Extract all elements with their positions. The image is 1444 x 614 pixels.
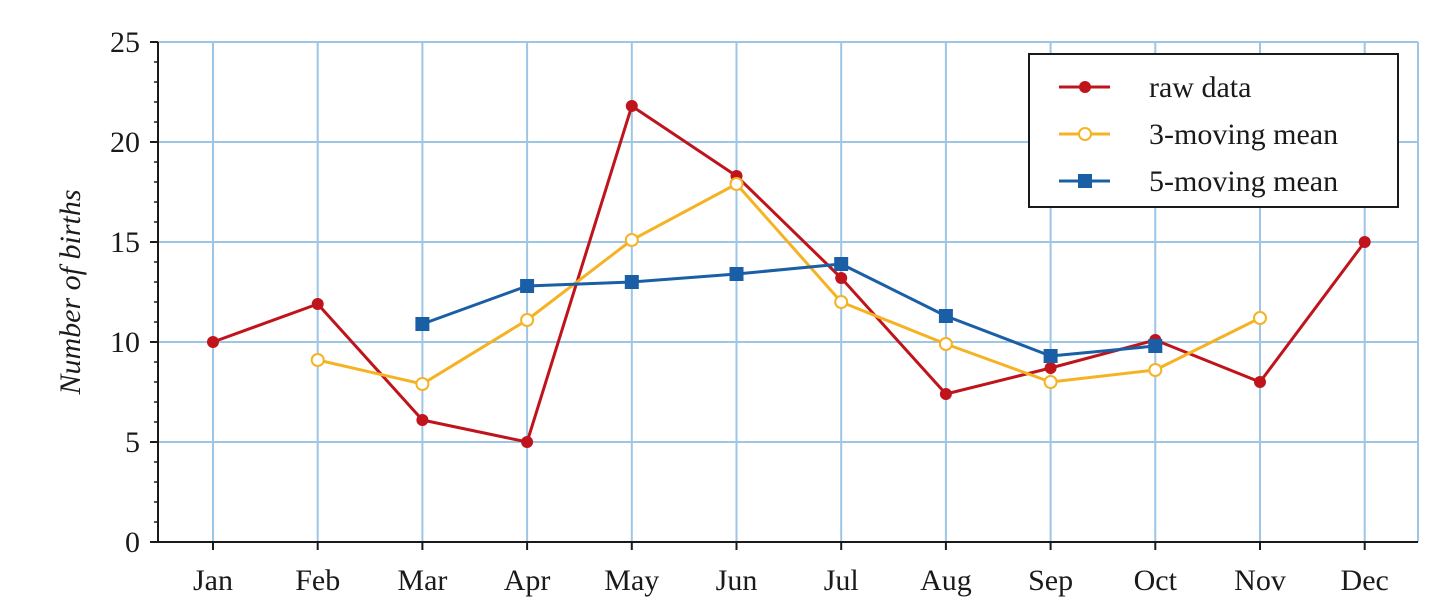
data-point [1148,339,1163,353]
data-point [1254,376,1266,388]
data-point [1148,363,1163,377]
y-tick-label: 10 [110,326,140,359]
legend-item: 5-moving mean [1059,165,1338,198]
y-tick-label: 5 [125,426,140,459]
legend: raw data 3-moving mean 5-moving mean [1028,53,1399,208]
y-tick-label: 25 [110,26,140,59]
data-point [938,309,953,323]
data-point [729,267,744,281]
legend-item: raw data [1059,71,1251,104]
y-tick-label: 0 [125,526,140,559]
data-point [1044,362,1057,374]
data-point [1043,375,1058,389]
series-0 [207,100,1371,448]
data-point [415,317,430,331]
data-point [729,177,744,191]
legend-marker [1078,174,1092,188]
axes: 0 5 10 15 20 25 Jan Feb Mar Apr May Jun Jul Aug Sep Oct… [110,26,1418,597]
series-line [421,262,1156,358]
data-point [1043,349,1058,363]
data-point [624,233,639,247]
data-point [834,295,849,309]
series-line [317,182,1261,386]
legend-marker [1078,127,1092,141]
data-point [311,298,324,310]
data-point [415,377,430,391]
data-point [624,275,639,289]
x-tick-label: Aug [920,564,972,597]
data-point [939,388,952,400]
series-layer [207,100,1371,448]
x-tick-label: Nov [1234,564,1286,597]
legend-label: 3-moving mean [1149,118,1338,151]
x-tick-label: Jan [193,564,233,597]
x-tick-label: Dec [1341,564,1389,597]
x-tick-label: Oct [1134,564,1178,597]
data-point [520,313,535,327]
legend-item: 3-moving mean [1059,118,1338,151]
x-tick-label: Jul [824,564,859,597]
data-point [938,337,953,351]
y-tick-label: 20 [110,126,140,159]
data-point [625,100,638,112]
data-point [1253,311,1267,325]
data-point [521,436,534,448]
data-point [416,414,429,426]
legend-label: raw data [1149,71,1251,104]
data-point [207,336,219,348]
x-tick-label: May [604,564,659,597]
data-point [520,279,535,293]
x-tick-label: Mar [397,564,447,597]
x-tick-label: Feb [295,564,340,597]
legend-label: 5-moving mean [1149,165,1338,198]
series-line [212,104,1366,444]
x-tick-label: Apr [504,564,551,597]
data-point [835,272,848,284]
grid [158,41,1419,542]
legend-items: raw data 3-moving mean 5-moving mean [1059,71,1338,198]
x-tick-label: Jun [716,564,758,597]
y-tick-label: 15 [110,226,140,259]
series-2 [415,257,1163,363]
data-point [834,257,849,271]
x-tick-label: Sep [1028,564,1073,597]
series-1 [310,177,1267,391]
data-point [310,353,325,367]
legend-marker [1079,81,1091,93]
y-axis-title: Number of births [54,189,87,395]
data-point [1358,236,1371,248]
